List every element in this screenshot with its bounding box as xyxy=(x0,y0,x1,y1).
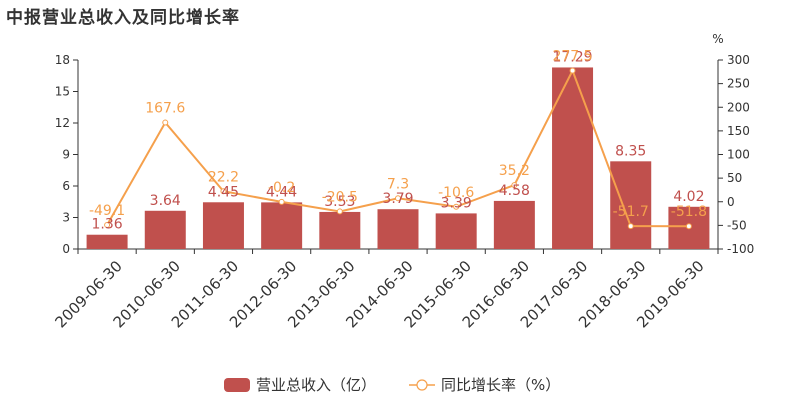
line-point xyxy=(336,208,343,215)
bar-value-label: 17.29 xyxy=(552,49,592,65)
left-axis-tick-label: 0 xyxy=(62,242,70,256)
bar-value-label: 3.39 xyxy=(441,195,472,211)
line-value-label: 22.2 xyxy=(208,169,239,185)
line-point xyxy=(569,67,576,74)
line-point xyxy=(395,195,401,202)
right-axis-tick-label: 0 xyxy=(727,195,735,209)
bar-value-label: 3.64 xyxy=(150,193,181,209)
line-value-label: -20.5 xyxy=(322,189,358,205)
bar-value-label: 4.45 xyxy=(208,184,239,200)
right-axis-tick-label: -100 xyxy=(727,242,754,256)
bar xyxy=(261,202,303,249)
bar-value-label: 4.44 xyxy=(266,184,297,200)
line-point xyxy=(162,119,169,126)
bar xyxy=(493,200,535,249)
left-axis-tick-label: 12 xyxy=(55,116,70,130)
right-axis-tick-label: 100 xyxy=(727,148,750,162)
right-axis-tick-label: 150 xyxy=(727,124,750,138)
left-axis-tick-label: 3 xyxy=(62,211,70,225)
line-point xyxy=(685,223,692,230)
legend-bar-label: 营业总收入（亿） xyxy=(256,376,376,394)
left-axis-tick-label: 6 xyxy=(62,179,70,193)
right-axis-unit: % xyxy=(712,32,723,46)
legend: 营业总收入（亿） 同比增长率（%） xyxy=(224,376,560,394)
bar xyxy=(377,209,419,249)
left-axis-tick-label: 9 xyxy=(62,148,70,162)
bar-value-label: 4.58 xyxy=(499,183,530,199)
line-point xyxy=(453,203,460,210)
bar xyxy=(435,213,477,249)
bar-value-label: 1.36 xyxy=(92,217,123,233)
left-axis-tick-label: 18 xyxy=(55,53,70,67)
line-point xyxy=(278,198,285,205)
right-axis-tick-label: 200 xyxy=(727,100,750,114)
bar-value-label: 3.79 xyxy=(382,191,413,207)
line-value-label: 167.6 xyxy=(145,101,185,117)
line-point xyxy=(511,182,518,189)
legend-line-marker xyxy=(416,379,428,391)
chart-title: 中报营业总收入及同比增长率 xyxy=(6,8,240,28)
right-axis-tick-label: -50 xyxy=(727,218,747,232)
bar xyxy=(144,210,186,249)
line-value-label: 277.5 xyxy=(552,49,592,65)
line-value-label: -0.2 xyxy=(268,180,295,196)
line-point xyxy=(627,223,634,230)
legend-bar-swatch xyxy=(224,378,250,392)
bar xyxy=(202,202,244,249)
bar-value-label: 4.02 xyxy=(673,189,704,205)
legend-line-label: 同比增长率（%） xyxy=(441,376,560,394)
bar-value-label: 3.53 xyxy=(324,194,355,210)
line-value-label: 35.2 xyxy=(499,163,530,179)
line-series xyxy=(104,67,692,230)
line-point xyxy=(104,221,111,228)
line-value-label: -10.6 xyxy=(438,185,474,201)
bar xyxy=(610,161,652,249)
right-axis-tick-label: 50 xyxy=(727,171,742,185)
data-labels: 1.36 3.64 4.45 4.44 3.53 3.79 3.39 4.58 17.29 8.3… xyxy=(89,49,707,233)
right-axis-tick-label: 300 xyxy=(727,53,750,67)
line-point xyxy=(220,188,227,195)
line-value-label: 7.3 xyxy=(387,176,409,192)
line-value-label: -51.7 xyxy=(613,204,649,220)
bar xyxy=(552,67,594,249)
line-value-label: -51.8 xyxy=(671,204,707,220)
bar xyxy=(319,211,361,249)
bar xyxy=(86,234,128,249)
bar-value-label: 8.35 xyxy=(615,143,646,159)
line-value-label: -49.1 xyxy=(89,203,125,219)
right-axis-tick-label: 250 xyxy=(727,77,750,91)
left-axis-tick-label: 15 xyxy=(55,85,70,99)
